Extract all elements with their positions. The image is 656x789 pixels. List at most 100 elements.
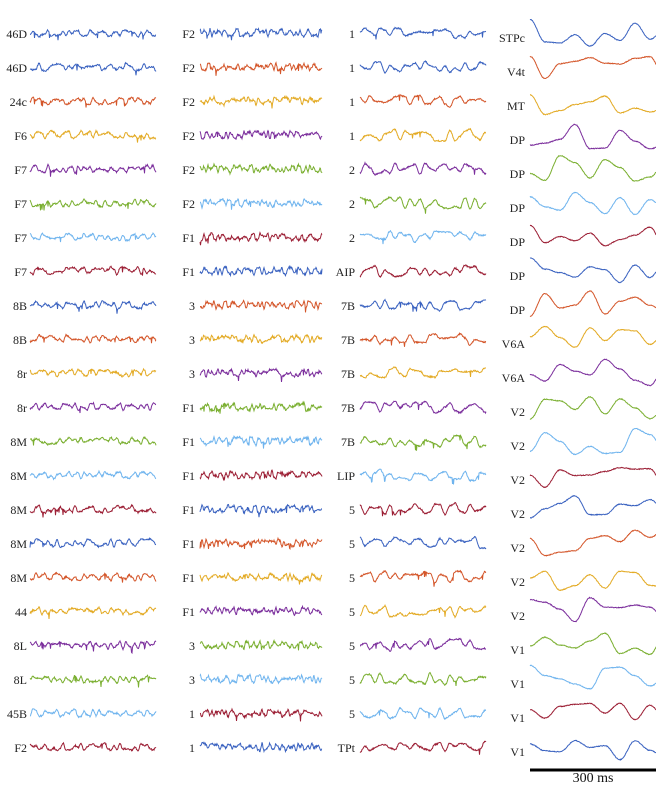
- trace-line: [29, 265, 157, 276]
- trace-line: [199, 129, 323, 141]
- trace-label: 8M: [10, 571, 27, 585]
- trace-line: [29, 674, 157, 688]
- trace-label: 3: [189, 639, 195, 653]
- trace-label: F7: [14, 163, 27, 177]
- trace-line: [529, 664, 656, 690]
- trace-line: [529, 94, 656, 116]
- trace-label: F1: [182, 401, 195, 415]
- trace-line: [29, 639, 157, 655]
- trace-label: F1: [182, 231, 195, 245]
- trace-line: [30, 435, 157, 446]
- trace-label: DP: [509, 235, 525, 249]
- trace-line: [199, 638, 323, 651]
- trace-label: 1: [349, 61, 355, 75]
- trace-label: 8B: [12, 333, 27, 347]
- trace-label: AIP: [335, 265, 355, 279]
- trace-label: F6: [14, 129, 27, 143]
- trace-line: [199, 231, 323, 246]
- trace-label: V1: [510, 711, 525, 725]
- trace-label: F1: [182, 469, 195, 483]
- trace-label: F2: [182, 95, 195, 109]
- trace-label: V2: [510, 405, 525, 419]
- trace-label: 5: [349, 503, 355, 517]
- trace-line: [529, 570, 656, 592]
- trace-line: [359, 671, 487, 687]
- trace-line: [29, 741, 157, 752]
- trace-label: 8r: [17, 367, 27, 381]
- trace-line: [529, 596, 656, 623]
- trace-line: [529, 155, 656, 182]
- trace-line: [199, 61, 323, 76]
- trace-line: [529, 18, 656, 47]
- trace-line: [199, 264, 323, 278]
- trace-line: [529, 224, 656, 247]
- trace-label: 45B: [6, 707, 27, 721]
- trace-line: [29, 605, 157, 620]
- trace-label: V1: [510, 677, 525, 691]
- trace-label: V6A: [501, 371, 525, 385]
- trace-line: [199, 503, 323, 518]
- trace-line: [199, 94, 323, 109]
- trace-line: [529, 529, 656, 557]
- trace-label: F2: [182, 197, 195, 211]
- trace-line: [199, 672, 323, 685]
- trace-label: F2: [182, 163, 195, 177]
- trace-label: F7: [14, 231, 27, 245]
- trace-label: F1: [182, 537, 195, 551]
- trace-line: [29, 503, 157, 518]
- trace-label: F2: [182, 129, 195, 143]
- trace-line: [29, 708, 157, 719]
- trace-line: [199, 571, 323, 585]
- trace-label: 8M: [10, 435, 27, 449]
- trace-label: V1: [510, 745, 525, 759]
- trace-label: V2: [510, 439, 525, 453]
- trace-label: 8B: [12, 299, 27, 313]
- trace-line: [29, 198, 157, 211]
- trace-line: [529, 396, 656, 420]
- trace-line: [359, 706, 487, 720]
- trace-line: [199, 162, 323, 176]
- trace-label: 46D: [6, 27, 27, 41]
- trace-label: V2: [510, 575, 525, 589]
- trace-label: V2: [510, 507, 525, 521]
- trace-label: 8M: [10, 469, 27, 483]
- trace-label: V6A: [501, 337, 525, 351]
- trace-line: [359, 331, 487, 347]
- trace-label: V2: [510, 473, 525, 487]
- trace-label: 1: [349, 27, 355, 41]
- trace-line: [29, 128, 157, 143]
- trace-label: 5: [349, 673, 355, 687]
- trace-label: 3: [189, 673, 195, 687]
- trace-line: [199, 469, 323, 482]
- trace-line: [359, 468, 487, 485]
- trace-line: [199, 27, 323, 41]
- trace-line: [199, 604, 323, 617]
- trace-label: F1: [182, 265, 195, 279]
- trace-label: 1: [189, 707, 195, 721]
- trace-label: 24c: [9, 95, 27, 109]
- trace-line: [359, 196, 487, 214]
- trace-line: [359, 264, 487, 278]
- trace-line: [29, 232, 157, 243]
- trace-label: DP: [509, 167, 525, 181]
- trace-line: [199, 435, 323, 449]
- trace-label: 3: [189, 367, 195, 381]
- trace-line: [29, 469, 157, 481]
- trace-label: F2: [14, 741, 27, 755]
- trace-label: 8r: [17, 401, 27, 415]
- trace-label: TPt: [337, 741, 355, 755]
- trace-line: [359, 60, 487, 75]
- trace-line: [359, 161, 487, 176]
- trace-line: [199, 536, 323, 551]
- trace-line: [199, 332, 323, 345]
- trace-label: V2: [510, 609, 525, 623]
- trace-label: 44: [15, 605, 27, 619]
- trace-label: LIP: [337, 469, 355, 483]
- trace-label: F7: [14, 265, 27, 279]
- trace-line: [199, 400, 323, 414]
- trace-label: F1: [182, 435, 195, 449]
- trace-label: DP: [509, 133, 525, 147]
- trace-line: [530, 702, 656, 721]
- trace-label: 3: [189, 333, 195, 347]
